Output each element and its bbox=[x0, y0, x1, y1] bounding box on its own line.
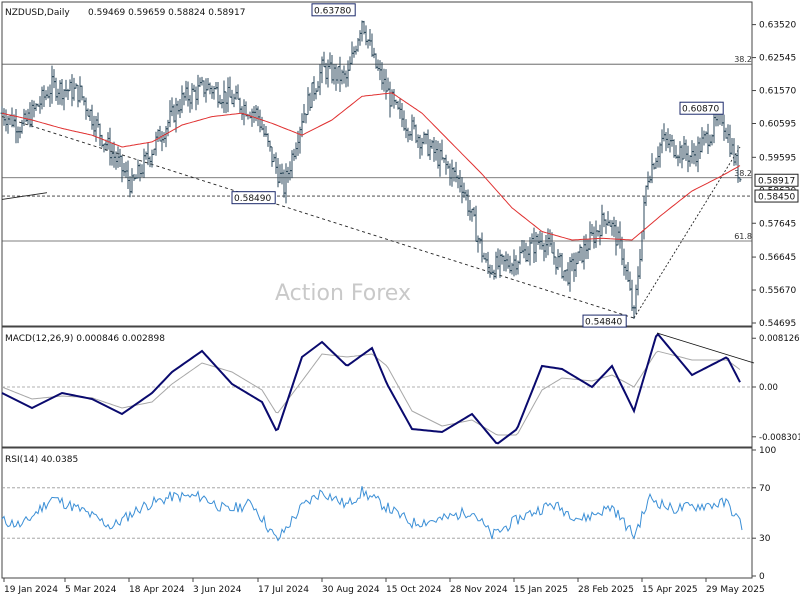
price-annotation: 0.60870 bbox=[679, 101, 724, 115]
macd-trend-line bbox=[656, 332, 755, 364]
annotation-text: 0.54840 bbox=[585, 318, 622, 328]
rsi-axis-label: 0 bbox=[759, 572, 765, 582]
price-axis-label: 0.63520 bbox=[759, 21, 796, 31]
rsi-axis-label: 100 bbox=[759, 446, 776, 456]
x-axis-label: 18 Apr 2024 bbox=[129, 585, 185, 595]
macd-axis-label: -0.008301 bbox=[759, 433, 800, 443]
trend-line bbox=[1, 116, 635, 319]
annotation-box bbox=[679, 101, 724, 115]
price-annotation: 0.63780 bbox=[311, 3, 356, 17]
x-axis-label: 17 Jul 2024 bbox=[258, 585, 309, 595]
x-axis-label: 19 Jan 2024 bbox=[4, 585, 58, 595]
price-axis-label: 0.59595 bbox=[759, 153, 796, 163]
rsi-layer bbox=[1, 486, 752, 542]
fib-label: 61.8 bbox=[734, 232, 752, 241]
x-axis-label: 15 Oct 2024 bbox=[386, 585, 442, 595]
price-tag-box bbox=[754, 189, 799, 203]
macd-axis-label: 0.008126 bbox=[759, 334, 800, 344]
annotation-text: 0.60870 bbox=[682, 105, 719, 115]
ohlc-readout: 0.59469 0.59659 0.58824 0.58917 bbox=[88, 8, 245, 18]
x-axis-label: 3 Jun 2024 bbox=[193, 585, 242, 595]
moving-average-line bbox=[1, 92, 741, 241]
trend-line bbox=[633, 146, 741, 319]
price-axis-label: 0.56645 bbox=[759, 253, 796, 263]
rsi-axis-label: 70 bbox=[759, 484, 771, 494]
macd-layer bbox=[1, 332, 755, 445]
price-axis-label: 0.55670 bbox=[759, 286, 796, 296]
annotation-box bbox=[582, 314, 627, 328]
x-axis-label: 28 Nov 2024 bbox=[450, 585, 508, 595]
price-tag-box bbox=[754, 173, 799, 187]
price-axis-label: 0.54695 bbox=[759, 319, 796, 329]
axis-layer: 0.63520 0.62545 0.61570 0.60595 0.59595 0.576… bbox=[3, 21, 800, 595]
price-axis-label: 0.57645 bbox=[759, 219, 796, 229]
price-annotation: 0.54840 bbox=[582, 314, 627, 328]
price-layer: 38.2 38.2 61.8 0.63780 0.58490 0.60870 0.54840 bbox=[0, 3, 752, 328]
price-tag-current: 0.58917 bbox=[758, 177, 795, 187]
x-axis-label: 29 May 2025 bbox=[706, 585, 765, 595]
price-annotation: 0.58490 bbox=[231, 191, 276, 205]
x-axis-label: 30 Aug 2024 bbox=[322, 585, 380, 595]
price-axis-label: 0.60595 bbox=[759, 120, 796, 130]
annotation-box bbox=[231, 191, 276, 205]
watermark: Action Forex bbox=[275, 281, 411, 306]
macd-line bbox=[1, 332, 741, 445]
annotation-text: 0.58490 bbox=[234, 194, 271, 204]
rsi-axis-label: 30 bbox=[759, 534, 771, 544]
x-axis-label: 5 Mar 2024 bbox=[65, 585, 117, 595]
fib-label: 38.2 bbox=[734, 169, 752, 178]
price-axis-label: 0.61570 bbox=[759, 87, 796, 97]
annotation-box bbox=[311, 3, 356, 17]
rsi-title: RSI(14) 40.0385 bbox=[5, 455, 78, 465]
fib-label: 38.2 bbox=[734, 55, 752, 64]
x-axis-label: 28 Feb 2025 bbox=[578, 585, 634, 595]
price-axis-label: 0.62545 bbox=[759, 54, 796, 64]
x-axis-label: 15 Jan 2025 bbox=[514, 585, 568, 595]
trend-line bbox=[1, 192, 48, 200]
rsi-line bbox=[1, 486, 743, 542]
symbol-label: NZDUSD,Daily bbox=[5, 8, 70, 18]
x-axis-label: 15 Apr 2025 bbox=[642, 585, 698, 595]
macd-axis-label: 0.00 bbox=[759, 383, 778, 393]
price-panel-frame bbox=[1, 1, 753, 327]
price-tag-support: 0.58450 bbox=[758, 193, 795, 203]
rsi-panel-frame bbox=[1, 447, 753, 579]
macd-title: MACD(12,26,9) 0.000846 0.002898 bbox=[5, 334, 165, 344]
annotation-text: 0.63780 bbox=[314, 6, 351, 16]
